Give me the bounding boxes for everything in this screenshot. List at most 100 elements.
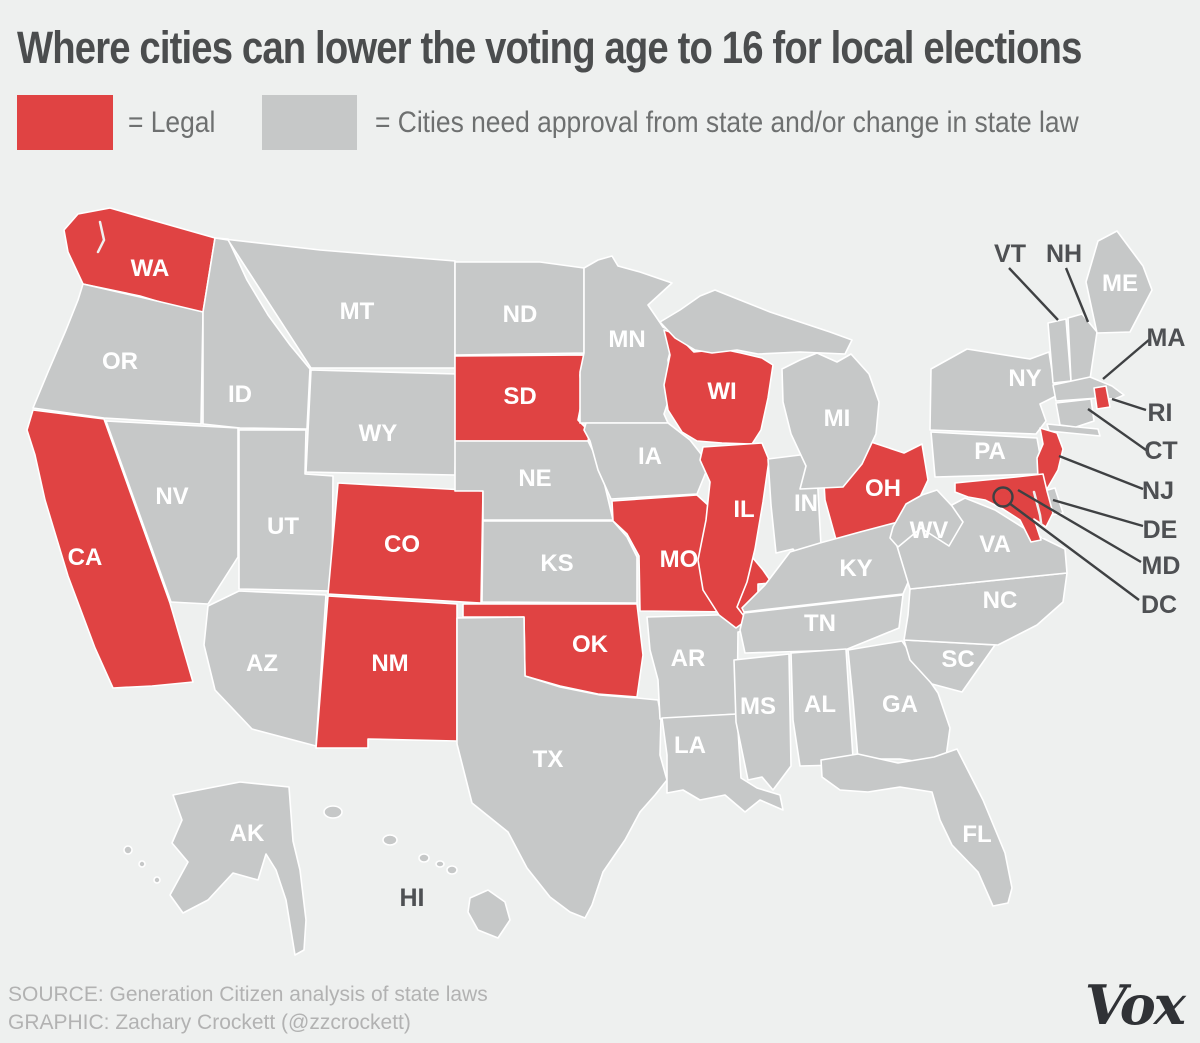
state-label-pa: PA (974, 438, 1006, 465)
leader-line-vt (1008, 267, 1059, 321)
leader-line-nh (1064, 267, 1090, 323)
legend-label-legal: = Legal (128, 105, 216, 139)
state-nc (903, 572, 1068, 646)
callout-label-ct: CT (1144, 437, 1177, 465)
state-id (202, 237, 311, 430)
state-label-mi: MI (824, 405, 851, 432)
state-label-mo: MO (660, 546, 699, 573)
state-or (32, 283, 204, 425)
state-label-fl: FL (962, 821, 991, 848)
leader-line-ri (1111, 397, 1147, 412)
state-label-nd: ND (503, 301, 538, 328)
state-la (661, 713, 784, 813)
state-label-mt: MT (340, 298, 375, 325)
state-ak (123, 781, 307, 956)
legend-label-approval: = Cities need approval from state and/or… (375, 105, 1079, 139)
state-label-nm: NM (371, 650, 408, 677)
state-az (203, 590, 327, 747)
state-mi (659, 289, 880, 490)
page-title: Where cities can lower the voting age to… (17, 22, 1082, 73)
state-label-wi: WI (707, 378, 736, 405)
state-hi (323, 805, 511, 939)
state-fl (820, 748, 1013, 907)
state-label-hi: HI (400, 884, 425, 912)
state-label-il: IL (733, 496, 754, 523)
state-label-ia: IA (638, 443, 662, 470)
callout-label-nj: NJ (1142, 477, 1174, 505)
state-ia (583, 422, 707, 500)
callout-label-ma: MA (1147, 324, 1186, 352)
state-label-va: VA (979, 531, 1011, 558)
state-label-nc: NC (983, 587, 1018, 614)
state-ct (1055, 398, 1095, 428)
graphic-line: GRAPHIC: Zachary Crockett (@zzcrockett) (8, 1011, 411, 1034)
state-label-ut: UT (267, 513, 299, 540)
state-co (327, 482, 484, 604)
state-label-mn: MN (608, 326, 645, 353)
state-label-ms: MS (740, 693, 776, 720)
state-nh (1067, 313, 1098, 387)
state-label-oh: OH (865, 475, 901, 502)
leader-line-ma (1102, 338, 1151, 380)
leader-line-ct (1087, 408, 1147, 451)
state-label-ar: AR (671, 645, 706, 672)
callout-label-md: MD (1142, 552, 1181, 580)
state-label-tx: TX (533, 746, 564, 773)
state-label-ks: KS (540, 550, 573, 577)
state-label-id: ID (228, 381, 252, 408)
state-label-al: AL (804, 691, 836, 718)
state-label-sc: SC (941, 646, 974, 673)
state-label-wv: WV (910, 517, 949, 544)
leader-line-de (1052, 498, 1144, 528)
state-label-ca: CA (68, 544, 103, 571)
state-label-wa: WA (131, 255, 170, 282)
state-label-la: LA (674, 732, 706, 759)
callout-label-ri: RI (1148, 399, 1173, 427)
state-ut (238, 429, 334, 592)
state-me (1085, 230, 1153, 334)
state-ms (733, 653, 792, 791)
legend-swatch-legal (17, 95, 113, 150)
legend-swatch-approval (262, 95, 357, 150)
state-ne (454, 440, 614, 521)
vox-logo: Vox (1084, 973, 1186, 1037)
state-vt (1047, 318, 1072, 384)
leader-line-md (1017, 488, 1142, 564)
state-label-ky: KY (839, 555, 872, 582)
state-label-co: CO (384, 531, 420, 558)
state-label-sd: SD (503, 383, 536, 410)
state-label-ny: NY (1008, 365, 1041, 392)
state-ny (929, 348, 1101, 437)
credits: SOURCE: Generation Citizen analysis of s… (8, 981, 488, 1037)
state-label-or: OR (102, 348, 138, 375)
state-label-tn: TN (804, 610, 836, 637)
callout-label-nh: NH (1046, 240, 1082, 268)
state-label-in: IN (794, 490, 818, 517)
state-label-ne: NE (518, 465, 551, 492)
callout-label-vt: VT (994, 240, 1026, 268)
puget-sound-inlet (96, 220, 106, 254)
state-label-ok: OK (572, 631, 609, 658)
state-label-nv: NV (155, 483, 188, 510)
state-label-az: AZ (246, 650, 278, 677)
state-dc (998, 492, 1008, 502)
state-label-ak: AK (230, 820, 265, 847)
state-tx (456, 616, 668, 919)
state-nm (315, 595, 458, 749)
state-md (954, 473, 1054, 543)
source-line: SOURCE: Generation Citizen analysis of s… (8, 983, 488, 1006)
state-nv (105, 420, 239, 605)
leader-line-nj (1058, 454, 1144, 491)
state-label-ga: GA (882, 691, 918, 718)
state-wv (889, 489, 964, 548)
callout-label-de: DE (1143, 516, 1178, 544)
leader-line-dc (1008, 502, 1140, 601)
state-ca (26, 409, 194, 689)
state-ri (1093, 385, 1111, 410)
state-label-wy: WY (359, 420, 398, 447)
callout-label-dc: DC (1141, 591, 1177, 619)
dc-circle-icon (992, 486, 1014, 508)
state-label-me: ME (1102, 270, 1138, 297)
